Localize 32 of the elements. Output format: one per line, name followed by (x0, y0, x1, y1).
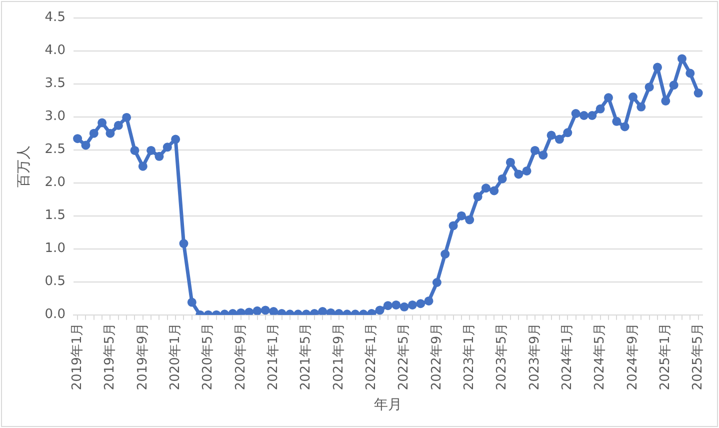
y-tick-label: 2.5 (44, 142, 66, 158)
y-tick-label: 2.0 (44, 175, 66, 190)
x-tick-label: 2022年9月 (429, 322, 444, 390)
x-tick-label: 2019年1月 (70, 322, 85, 390)
x-tick-label: 2019年5月 (102, 322, 118, 390)
y-tick-label: 3.0 (44, 109, 66, 124)
x-tick-label: 2021年9月 (331, 322, 346, 390)
x-tick-label: 2024年9月 (625, 322, 640, 390)
y-tick-label: 1.0 (44, 241, 66, 256)
x-tick-label: 2022年5月 (396, 322, 412, 390)
x-tick-label: 2021年5月 (298, 322, 314, 390)
x-tick-label: 2024年5月 (592, 322, 608, 390)
x-tick-label: 2020年9月 (233, 322, 248, 390)
y-axis-title: 百万人 (16, 145, 32, 188)
x-axis-title: 年月 (374, 397, 402, 414)
y-tick-label: 4.5 (44, 10, 66, 26)
x-tick-label: 2023年9月 (527, 322, 542, 390)
y-tick-label: 1.5 (44, 208, 66, 224)
x-tick-label: 2022年1月 (364, 322, 379, 390)
y-tick-label: 4.0 (44, 43, 66, 58)
y-tick-label: 0.0 (44, 307, 66, 322)
x-tick-label: 2019年9月 (135, 322, 150, 390)
x-tick-label: 2023年1月 (462, 322, 477, 390)
x-tick-label: 2025年5月 (690, 322, 706, 390)
x-tick-label: 2024年1月 (560, 322, 576, 390)
x-tick-label: 2021年1月 (266, 322, 281, 390)
x-tick-label: 2025年1月 (658, 322, 674, 390)
x-tick-label: 2023年5月 (494, 322, 510, 390)
y-tick-label: 3.5 (44, 76, 66, 92)
x-tick-label: 2020年5月 (200, 322, 216, 390)
y-tick-label: 0.5 (44, 274, 66, 290)
x-tick-label: 2020年1月 (168, 322, 183, 390)
